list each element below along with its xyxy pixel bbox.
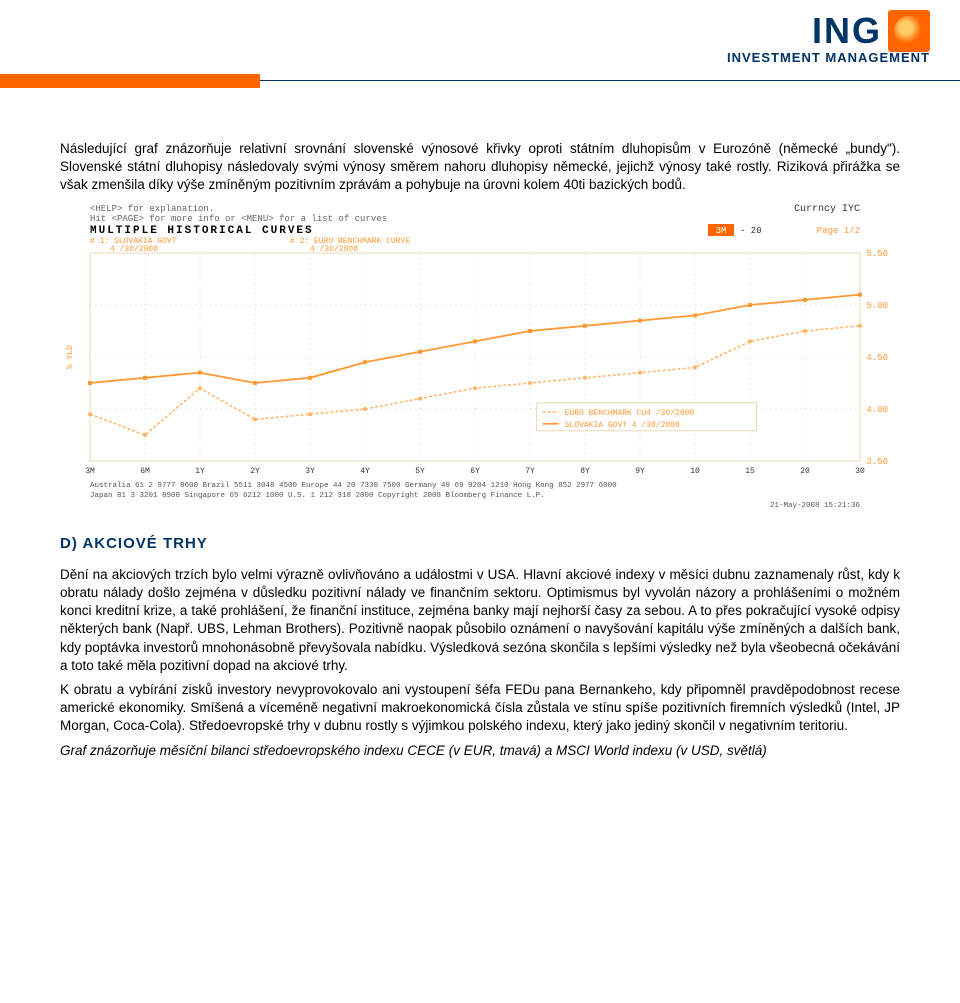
header-rule <box>260 80 960 81</box>
svg-text:3M: 3M <box>716 226 727 236</box>
svg-text:4Y: 4Y <box>360 467 370 476</box>
svg-text:20: 20 <box>800 467 810 476</box>
svg-text:5.50: 5.50 <box>866 249 888 259</box>
svg-text:Currncy IYC: Currncy IYC <box>794 204 860 215</box>
intro-paragraph: Následující graf znázorňuje relativní sr… <box>60 140 900 195</box>
svg-text:21-May-2008 15:21:36: 21-May-2008 15:21:36 <box>770 502 861 510</box>
logo-tagline: INVESTMENT MANAGEMENT <box>727 50 930 65</box>
svg-text:Hit <PAGE> for more info or <M: Hit <PAGE> for more info or <MENU> for a… <box>90 214 387 224</box>
lion-icon <box>888 10 930 52</box>
logo: ING <box>812 10 930 52</box>
yield-curve-chart: <HELP> for explanation. Currncy IYC Hit <P… <box>60 201 900 521</box>
svg-text:Page 1/2: Page 1/2 <box>817 226 860 236</box>
svg-text:% YLD: % YLD <box>66 344 75 368</box>
svg-text:2Y: 2Y <box>250 467 260 476</box>
section-d-para2: K obratu a vybírání zisků investory nevy… <box>60 681 900 736</box>
svg-text:Japan 81 3 3201 8900 Sing: Japan 81 3 3201 8900 Singapore 65 6212 1… <box>90 492 545 500</box>
svg-text:<HELP> for explanation.: <HELP> for explanation. <box>90 204 214 214</box>
svg-text:10: 10 <box>690 467 700 476</box>
svg-text:8Y: 8Y <box>580 467 590 476</box>
svg-text:9Y: 9Y <box>635 467 645 476</box>
section-d-heading: D) AKCIOVÉ TRHY <box>60 535 900 552</box>
svg-text:MULTIPLE HISTORICAL CURVES: MULTIPLE HISTORICAL CURVES <box>90 225 314 237</box>
svg-text:EURO BENCHMARK CU4 /30/2008: EURO BENCHMARK CU4 /30/2008 <box>565 408 695 417</box>
svg-text:4.00: 4.00 <box>866 405 888 415</box>
logo-text: ING <box>812 10 882 52</box>
svg-text:3Y: 3Y <box>305 467 315 476</box>
document-header: ING INVESTMENT MANAGEMENT <box>0 0 960 90</box>
svg-text:7Y: 7Y <box>525 467 535 476</box>
svg-text:3.50: 3.50 <box>866 457 888 467</box>
header-accent-bar <box>0 74 260 88</box>
svg-text:5.00: 5.00 <box>866 301 888 311</box>
document-body: Následující graf znázorňuje relativní sr… <box>0 90 960 786</box>
svg-text:3M: 3M <box>85 467 95 476</box>
svg-text:15: 15 <box>745 467 755 476</box>
svg-text:SLOVAKIA GOVT 4 /30/2008: SLOVAKIA GOVT 4 /30/2008 <box>565 420 680 429</box>
svg-text:5Y: 5Y <box>415 467 425 476</box>
svg-text:6M: 6M <box>140 467 150 476</box>
section-d-para1: Dění na akciových trzích bylo velmi výra… <box>60 566 900 675</box>
section-d-para3: Graf znázorňuje měsíční bilanci středoev… <box>60 742 900 760</box>
svg-text:6Y: 6Y <box>470 467 480 476</box>
svg-text:4.50: 4.50 <box>866 353 888 363</box>
svg-text:Australia 61 2 9777 8600 Brazi: Australia 61 2 9777 8600 Brazil 5511 304… <box>90 482 617 490</box>
svg-text:- 20: - 20 <box>740 226 762 236</box>
svg-text:1Y: 1Y <box>195 467 205 476</box>
svg-text:30: 30 <box>855 467 865 476</box>
